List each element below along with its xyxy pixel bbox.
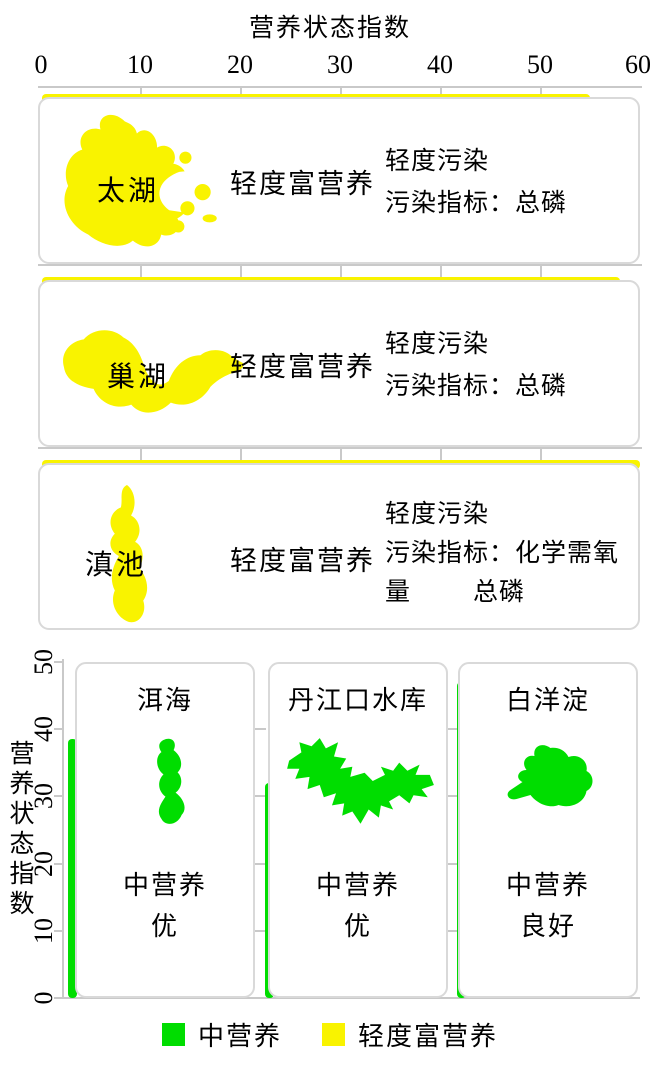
pollution-block: 轻度污染 污染指标：化学需氧量 总磷 [385,495,638,612]
x-tick-label: 30 [327,50,353,79]
pollution-indicator: 污染指标：总磷 [385,190,568,217]
column-gridline [254,650,266,998]
row-gridline [38,264,642,281]
y-tick-mark [54,862,63,865]
x-tick-label: 40 [427,50,453,79]
x-tick-mark [340,449,342,464]
trophic-state-label: 中营养 [315,871,400,900]
x-tick-label: 20 [227,50,253,79]
x-tick-mark [340,266,342,281]
x-tick-mark [140,449,142,464]
legend-item-mesotrophic: 中营养 [161,1016,282,1053]
trophic-state-label: 轻度富营养 [230,546,375,576]
y-axis-label: 营养状态指数 [9,741,35,918]
panel-baiyangdian: 白洋淀 中营养 良好 [458,662,638,998]
pollution-block: 轻度污染 污染指标：总磷 [385,141,567,267]
lake-name-chaohu: 巢湖 [107,362,170,393]
pollution-level: 轻度污染 [385,331,490,358]
yellow-swatch-icon [322,1023,345,1046]
legend-label: 中营养 [197,1022,282,1051]
panel-danjiangkou: 丹江口水库 中营养 优 [268,662,448,998]
trophic-state-label: 中营养 [122,871,207,900]
panel-dianchi: 滇池 轻度富营养 轻度污染 污染指标：化学需氧量 总磷 [38,463,640,630]
y-tick-mark [54,728,63,731]
x-tick-mark [240,266,242,281]
x-tick-mark [540,88,542,99]
water-quality-label: 优 [343,912,372,941]
pollution-level: 轻度污染 [385,501,490,528]
chaohu-lake-shape [63,330,244,413]
top-axis-tick-labels: 0 10 20 30 40 50 60 [34,50,652,82]
lake-name-erhai: 洱海 [136,686,193,715]
lake-name-taihu: 太湖 [97,176,160,207]
panel-chaohu: 巢湖 轻度富营养 轻度污染 污染指标：总磷 [38,280,640,447]
pollution-indicator-extra [385,225,567,267]
bottom-chart: 营养状态指数 0 10 20 30 40 50 洱海 中营养 优 丹江口水库 中营养 优 … [0,649,660,1010]
lake-name-baiyangdian: 白洋淀 [505,686,590,715]
y-grid-tick [447,795,459,798]
water-quality-label: 良好 [519,912,576,941]
trophic-state-label: 轻度富营养 [230,169,375,199]
x-tick-mark [440,449,442,464]
x-tick-mark [140,88,142,99]
pollution-block: 轻度污染 污染指标：总磷 [385,324,567,450]
x-tick-label: 10 [127,50,153,79]
pollution-indicator-extra [385,408,567,450]
y-grid-tick [254,862,266,865]
y-tick-mark [54,997,63,999]
pollution-indicator: 污染指标：总磷 [385,373,568,400]
y-grid-tick [254,795,266,798]
legend: 中营养 轻度富营养 [0,1016,660,1053]
x-tick-label: 60 [625,50,651,79]
pollution-indicator-extra: 总磷 [473,579,526,606]
y-grid-tick [447,728,459,731]
pollution-indicator: 污染指标：化学需氧量 [385,540,620,606]
x-tick-label: 50 [527,50,553,79]
x-tick-mark [340,88,342,99]
x-tick-mark [140,266,142,281]
y-grid-tick [254,929,266,932]
x-tick-label: 0 [34,50,48,79]
top-axis-title: 营养状态指数 [248,15,411,42]
erhai-lake-shape [157,738,185,824]
y-grid-tick [447,929,459,932]
lake-name-danjiangkou: 丹江口水库 [287,686,428,715]
x-tick-mark [540,266,542,281]
x-tick-mark [440,88,442,99]
x-baseline [62,997,640,999]
column-gridline [447,650,459,998]
water-quality-label: 优 [150,912,179,941]
panel-erhai: 洱海 中营养 优 [75,662,255,998]
lake-name-dianchi: 滇池 [85,550,148,581]
top-x-axis-line [38,86,642,99]
bar-erhai [68,739,77,998]
row-gridline [38,447,642,464]
panel-taihu: 太湖 轻度富营养 轻度污染 污染指标：总磷 [38,97,640,264]
y-tick-mark [54,795,63,798]
x-tick-mark [440,266,442,281]
y-grid-tick [447,862,459,865]
trophic-state-label: 中营养 [505,871,590,900]
taihu-lake-shape [64,114,238,247]
y-tick-mark [54,929,63,932]
trophic-state-label: 轻度富营养 [230,352,375,382]
danjiangkou-lake-shape [287,738,434,824]
x-tick-mark [240,449,242,464]
y-tick-mark [54,661,63,663]
pollution-level: 轻度污染 [385,148,490,175]
dianchi-lake-shape [110,485,148,623]
green-swatch-icon [161,1023,185,1046]
legend-label: 轻度富营养 [358,1022,499,1051]
y-axis-line [62,659,64,999]
legend-item-light-eutrophic: 轻度富营养 [322,1016,498,1053]
x-tick-mark [240,88,242,99]
x-tick-mark [540,449,542,464]
y-grid-tick [254,728,266,731]
baiyangdian-lake-shape [507,745,593,807]
